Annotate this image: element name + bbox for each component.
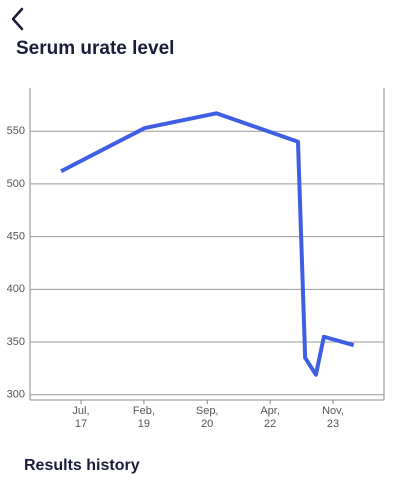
y-tick-label: 300 bbox=[7, 389, 25, 401]
section-title: Results history bbox=[24, 457, 140, 474]
page-title: Serum urate level bbox=[16, 38, 175, 59]
x-tick-label: Nov, 23 bbox=[322, 405, 344, 430]
y-tick-label: 400 bbox=[7, 283, 25, 295]
y-tick-label: 550 bbox=[7, 125, 25, 137]
back-button[interactable] bbox=[4, 4, 34, 34]
x-tick-label: Jul, 17 bbox=[72, 405, 90, 430]
x-tick-label: Sep, 20 bbox=[195, 405, 219, 430]
x-tick-label: Feb, 19 bbox=[132, 405, 155, 430]
y-tick-label: 450 bbox=[7, 231, 25, 243]
data-line bbox=[60, 111, 355, 377]
y-tick-label: 350 bbox=[7, 336, 25, 348]
y-tick-label: 500 bbox=[7, 178, 25, 190]
x-tick-label: Apr, 22 bbox=[260, 405, 280, 430]
chart: 300 350 400 450 500 550 bbox=[7, 88, 385, 404]
